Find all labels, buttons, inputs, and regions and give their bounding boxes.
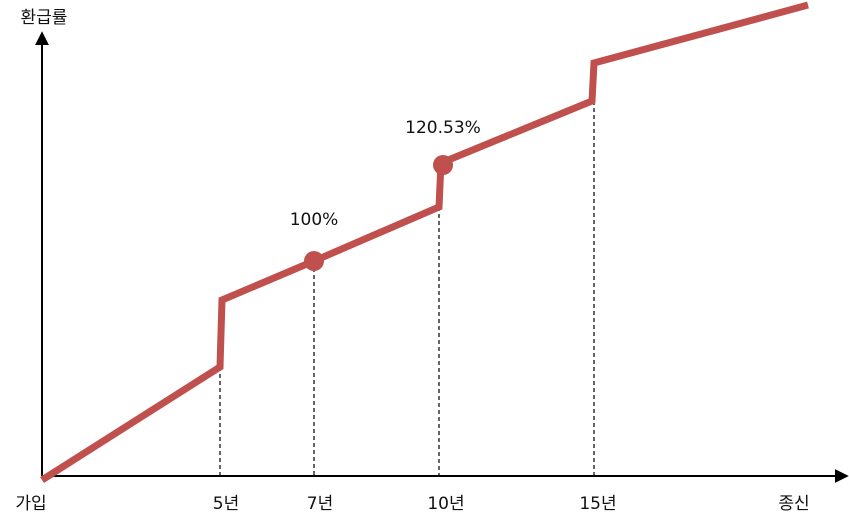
annotation: 100%: [290, 210, 339, 230]
annotation: 120.53%: [405, 118, 481, 138]
point-marker: [433, 155, 453, 175]
x-label: 10년: [427, 494, 464, 514]
guide-lines: [219, 101, 595, 476]
x-label: 5년: [213, 494, 239, 514]
x-label: 15년: [579, 494, 616, 514]
y-axis-label: 환급률: [21, 8, 68, 28]
x-label: 가입: [15, 494, 46, 514]
refund-line: [40, 1, 809, 483]
x-label: 7년: [307, 494, 333, 514]
x-label: 종신: [778, 494, 809, 514]
point-marker: [304, 251, 324, 271]
